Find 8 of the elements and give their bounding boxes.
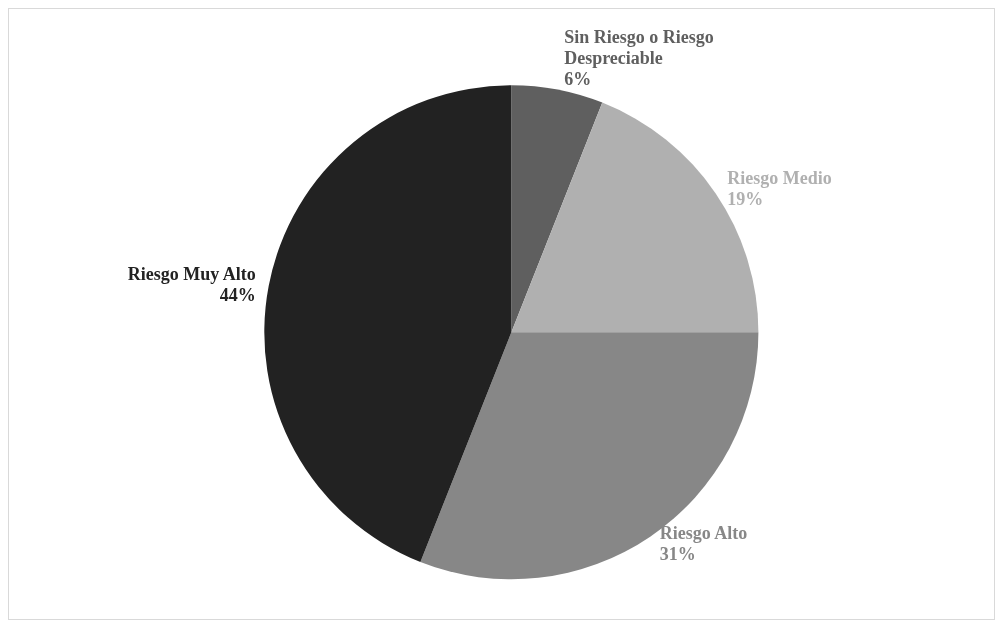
slice-label: Sin Riesgo o Riesgo Despreciable [564,27,719,69]
data-label: 44% [219,285,256,306]
slice-label: Riesgo Muy Alto [127,264,256,285]
slice-label: Riesgo Medio [727,168,832,189]
data-label: 31% [659,543,696,564]
slice-label: Riesgo Alto [659,522,748,543]
data-label: 6% [564,69,592,90]
data-label: 19% [727,189,764,210]
